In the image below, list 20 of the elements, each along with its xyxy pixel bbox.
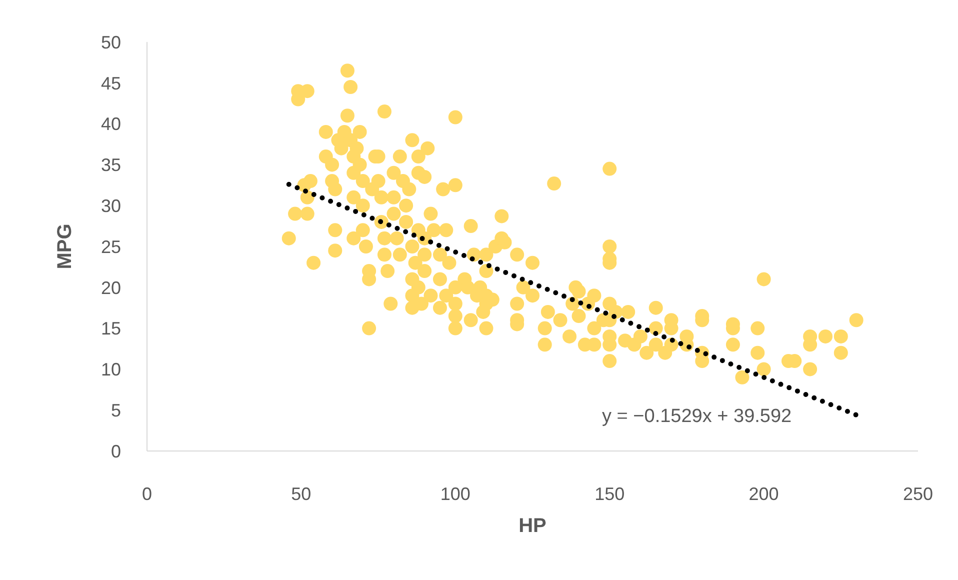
y-tick-label: 40 [100, 114, 121, 134]
y-axis-title: MPG [54, 224, 76, 270]
y-tick-label: 15 [100, 318, 121, 339]
y-tick-label: 10 [100, 360, 121, 380]
y-tick-label: 5 [110, 400, 121, 420]
annotation: y = −0.1529x + 39.592 [602, 406, 792, 428]
x-tick-label: 100 [440, 484, 470, 504]
x-tick-label: 0 [142, 484, 152, 504]
x-axis-title: HP [518, 515, 546, 537]
y-tick-label: 20 [100, 278, 121, 298]
y-tick-label: 0 [110, 441, 121, 462]
y-tick-label: 25 [100, 236, 121, 257]
x-tick-label: 50 [291, 484, 312, 504]
x-tick-label: 200 [748, 484, 779, 504]
x-tick-label: 150 [594, 484, 625, 504]
y-tick-label: 45 [100, 73, 121, 94]
x-tick-label: 250 [902, 484, 934, 504]
y-tick-label: 35 [100, 155, 121, 176]
y-tick-label: 30 [100, 196, 121, 216]
y-tick-label: 50 [100, 32, 121, 52]
